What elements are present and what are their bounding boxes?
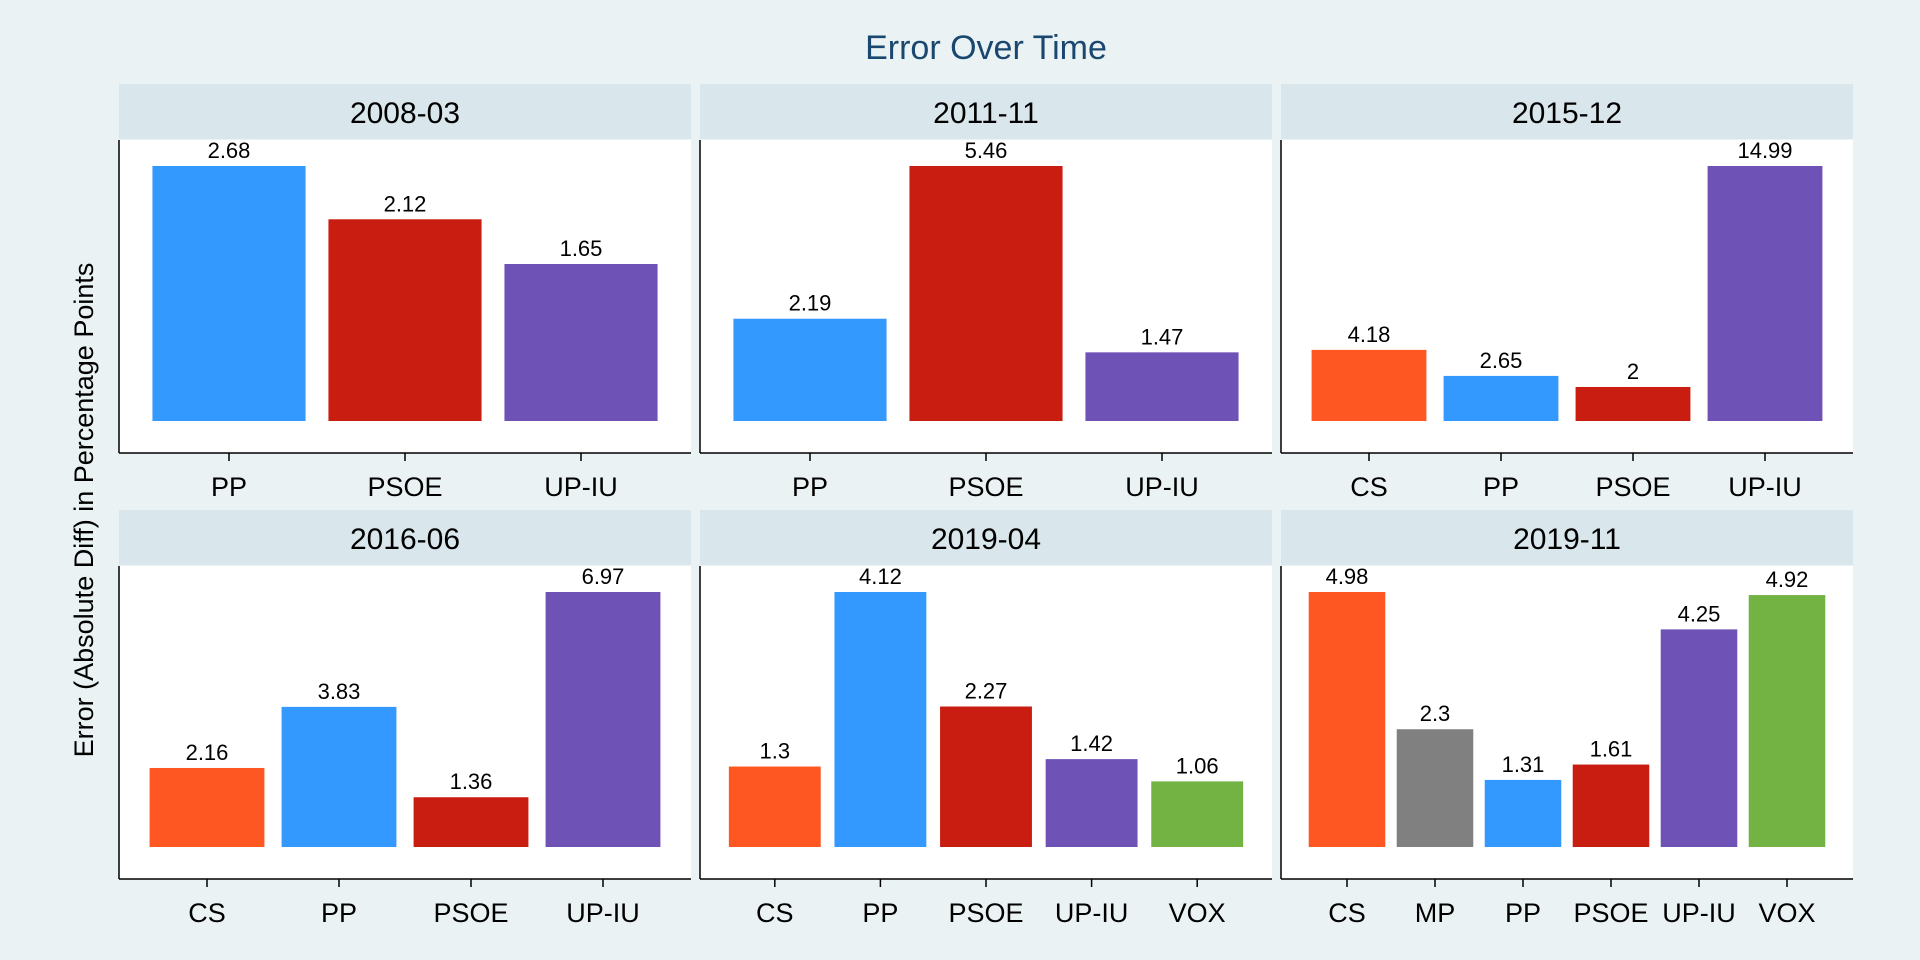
bar-UP-IU: [504, 264, 658, 421]
panel-2019-11: 2019-11 4.98 CS 2.3 MP 1.31 PP 1.61 PSOE 4.25 UP-I…: [1280, 510, 1853, 928]
bar-value-label: 1.61: [1590, 737, 1633, 762]
x-tick-label: CS: [756, 898, 794, 928]
bar-PSOE: [1572, 764, 1650, 847]
x-tick-label: UP-IU: [1728, 472, 1802, 502]
bar-value-label: 2: [1627, 359, 1639, 384]
bar-value-label: 2.19: [789, 291, 832, 316]
panel-strip-label: 2011-11: [933, 97, 1039, 130]
panel-strip-label: 2015-12: [1512, 97, 1622, 130]
bar-value-label: 4.18: [1348, 322, 1391, 347]
bar-value-label: 1.65: [560, 236, 603, 261]
bar-PSOE: [328, 219, 482, 421]
bar-CS: [1311, 349, 1427, 421]
bar-PP: [152, 166, 306, 421]
x-tick-label: PP: [211, 472, 247, 502]
bar-value-label: 4.98: [1326, 564, 1369, 589]
x-tick-label: PSOE: [433, 898, 508, 928]
x-tick-label: PSOE: [948, 472, 1023, 502]
panel-2008-03: 2008-03 2.68 PP 2.12 PSOE 1.65 UP-IU: [118, 84, 691, 502]
x-tick-label: UP-IU: [1055, 898, 1129, 928]
x-tick-label: UP-IU: [566, 898, 640, 928]
panel-2016-06: 2016-06 2.16 CS 3.83 PP 1.36 PSOE 6.97 UP-IU: [118, 510, 691, 928]
bar-value-label: 3.83: [318, 679, 361, 704]
bar-PSOE: [413, 797, 529, 847]
bar-PSOE: [1575, 386, 1691, 421]
x-tick-label: PP: [1505, 898, 1541, 928]
x-tick-label: UP-IU: [1662, 898, 1736, 928]
bar-VOX: [1748, 595, 1826, 847]
panel-2019-04: 2019-04 1.3 CS 4.12 PP 2.27 PSOE 1.42 UP-IU 1.06 V…: [699, 510, 1272, 928]
bar-value-label: 2.16: [186, 740, 229, 765]
bar-PP: [733, 318, 887, 421]
bar-value-label: 5.46: [965, 138, 1008, 163]
panel-strip: [119, 510, 691, 565]
bar-value-label: 2.27: [965, 679, 1008, 704]
bar-value-label: 14.99: [1737, 138, 1792, 163]
bar-value-label: 4.12: [859, 564, 902, 589]
y-axis-title: Error (Absolute Diff) in Percentage Poin…: [69, 263, 99, 758]
bar-value-label: 6.97: [582, 564, 625, 589]
panel-strip: [1281, 510, 1853, 565]
bar-value-label: 4.25: [1678, 601, 1721, 626]
x-tick-label: VOX: [1758, 898, 1815, 928]
bar-UP-IU: [1045, 759, 1138, 847]
bar-value-label: 1.47: [1141, 324, 1184, 349]
bar-value-label: 1.06: [1176, 753, 1219, 778]
x-tick-label: CS: [1350, 472, 1388, 502]
bar-UP-IU: [545, 592, 661, 847]
x-tick-label: PSOE: [948, 898, 1023, 928]
x-tick-label: UP-IU: [544, 472, 618, 502]
panel-strip: [700, 510, 1272, 565]
bar-CS: [728, 766, 821, 847]
facet-panels: 2008-03 2.68 PP 2.12 PSOE 1.65 UP-IU 2011-11 2.1…: [118, 84, 1853, 928]
bar-CS: [1308, 592, 1386, 847]
x-tick-label: PP: [792, 472, 828, 502]
bar-value-label: 1.36: [450, 769, 493, 794]
bar-value-label: 2.68: [208, 138, 251, 163]
panel-strip-label: 2019-04: [931, 523, 1041, 556]
bar-PP: [1484, 779, 1562, 847]
bar-CS: [149, 767, 265, 847]
bar-PSOE: [909, 166, 1063, 421]
panel-strip: [119, 84, 691, 139]
bar-MP: [1396, 729, 1474, 847]
bar-value-label: 4.92: [1766, 567, 1809, 592]
x-tick-label: VOX: [1169, 898, 1226, 928]
bar-value-label: 1.31: [1502, 752, 1545, 777]
x-tick-label: PP: [862, 898, 898, 928]
chart-title: Error Over Time: [865, 29, 1107, 67]
bar-value-label: 2.65: [1480, 348, 1523, 373]
x-tick-label: PSOE: [367, 472, 442, 502]
x-tick-label: PSOE: [1595, 472, 1670, 502]
bar-value-label: 1.42: [1070, 731, 1113, 756]
panel-strip-label: 2019-11: [1513, 523, 1621, 556]
bar-UP-IU: [1085, 352, 1239, 421]
bar-VOX: [1151, 781, 1244, 847]
panel-strip-label: 2016-06: [350, 523, 460, 556]
x-tick-label: CS: [188, 898, 226, 928]
x-tick-label: CS: [1328, 898, 1366, 928]
panel-2011-11: 2011-11 2.19 PP 5.46 PSOE 1.47 UP-IU: [699, 84, 1272, 502]
panel-strip: [1281, 84, 1853, 139]
panel-2015-12: 2015-12 4.18 CS 2.65 PP 2 PSOE 14.99 UP-IU: [1280, 84, 1853, 502]
bar-PP: [834, 592, 927, 847]
x-tick-label: MP: [1415, 898, 1456, 928]
x-tick-label: PP: [1483, 472, 1519, 502]
bar-value-label: 2.12: [384, 191, 427, 216]
bar-UP-IU: [1707, 166, 1823, 421]
x-tick-label: PSOE: [1573, 898, 1648, 928]
bar-value-label: 1.3: [760, 739, 791, 764]
bar-UP-IU: [1660, 629, 1738, 847]
bar-value-label: 2.3: [1420, 701, 1451, 726]
bar-PP: [281, 706, 397, 847]
panel-strip: [700, 84, 1272, 139]
panel-strip-label: 2008-03: [350, 97, 460, 130]
bar-PP: [1443, 375, 1559, 421]
bar-PSOE: [940, 706, 1032, 847]
x-tick-label: UP-IU: [1125, 472, 1199, 502]
x-tick-label: PP: [321, 898, 357, 928]
